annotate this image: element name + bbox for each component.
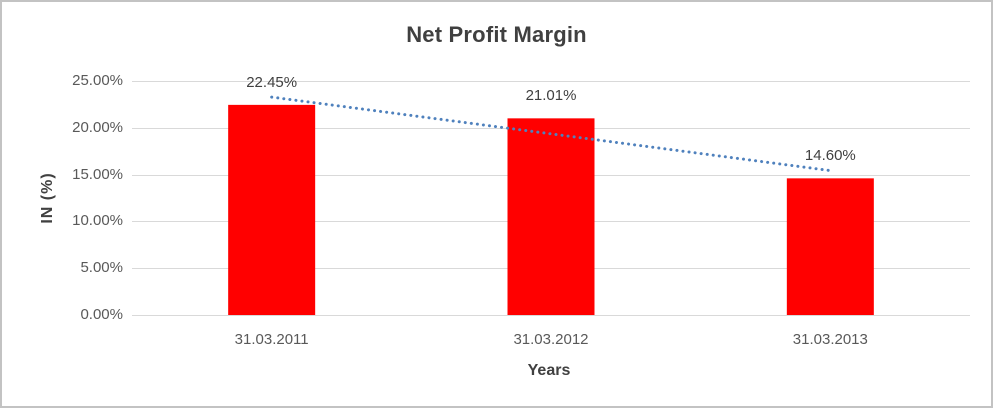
y-tick-label: 10.00% xyxy=(72,212,123,230)
x-axis-title: Years xyxy=(527,362,571,379)
y-axis-title: IN (%) xyxy=(39,172,56,224)
bar-31.03.2013 xyxy=(786,178,874,315)
data-label: 14.60% xyxy=(804,147,856,165)
data-label: 21.01% xyxy=(525,87,577,105)
bar-31.03.2012 xyxy=(507,118,595,315)
y-tick-label: 20.00% xyxy=(72,118,123,136)
chart-title: Net Profit Margin xyxy=(406,22,587,47)
x-tick-label: 31.03.2012 xyxy=(513,331,589,348)
y-tick-label: 15.00% xyxy=(72,165,123,183)
x-tick-label: 31.03.2011 xyxy=(234,331,309,348)
trendline xyxy=(270,95,832,173)
data-label: 22.45% xyxy=(246,73,298,91)
y-tick-label: 25.00% xyxy=(72,72,123,89)
y-tick-label: 0.00% xyxy=(80,306,123,323)
x-tick-label: 31.03.2013 xyxy=(792,331,868,348)
bar-31.03.2011 xyxy=(228,104,316,315)
y-tick-label: 5.00% xyxy=(80,259,123,277)
